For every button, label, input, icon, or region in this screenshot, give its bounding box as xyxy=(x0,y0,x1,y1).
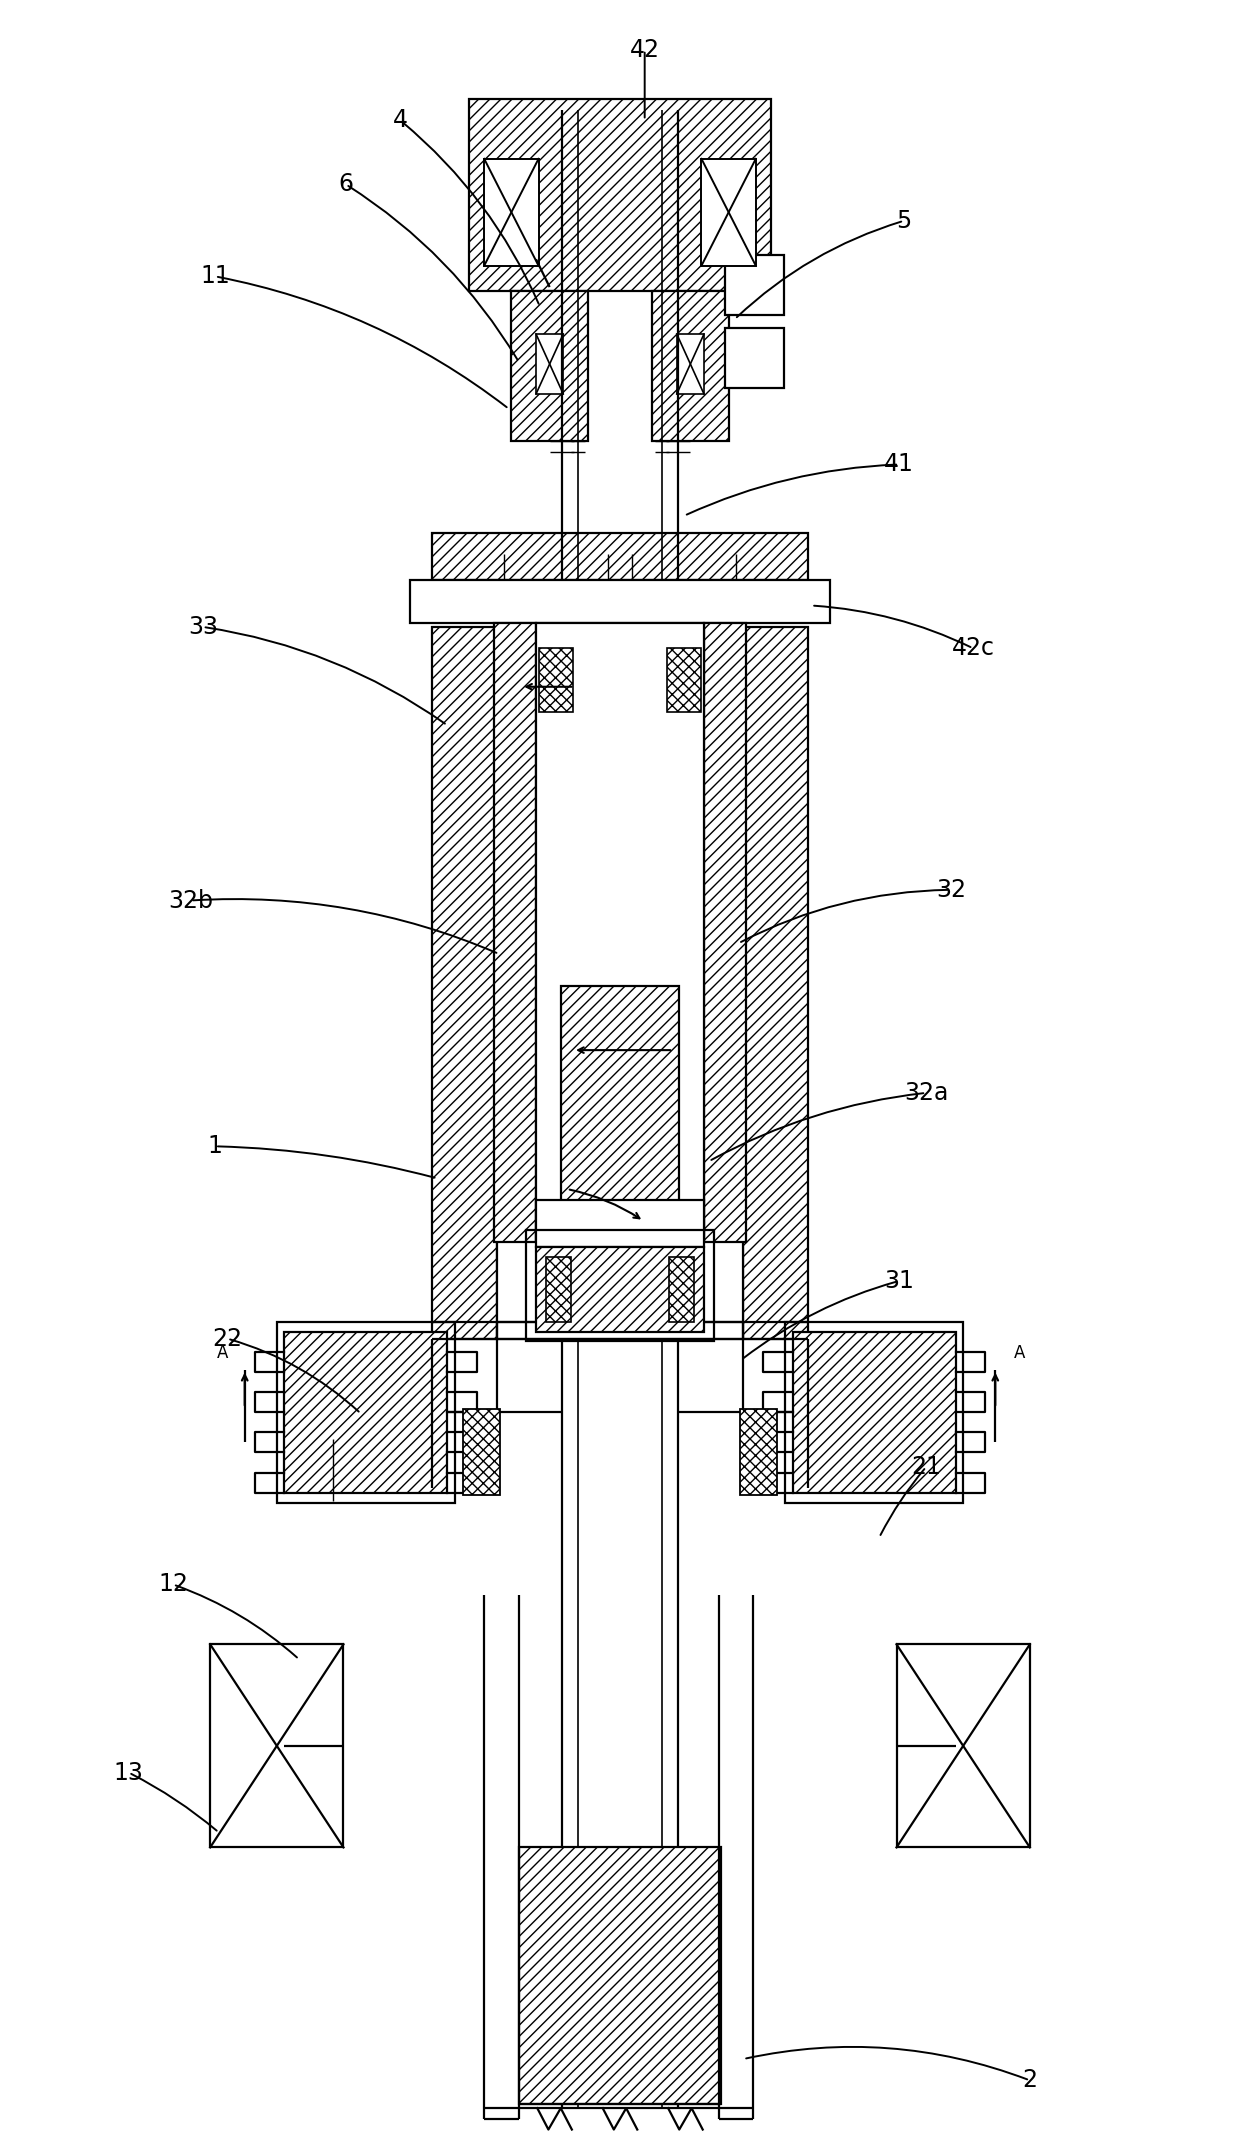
Bar xyxy=(667,649,702,711)
Bar xyxy=(497,628,743,1339)
Bar xyxy=(433,628,497,1339)
Text: 32b: 32b xyxy=(167,889,213,913)
Bar xyxy=(785,1322,963,1502)
Text: 12: 12 xyxy=(159,1573,188,1597)
Text: A: A xyxy=(1014,1344,1025,1361)
Text: 2: 2 xyxy=(1022,2068,1038,2092)
Bar xyxy=(538,649,573,711)
Text: 6: 6 xyxy=(339,171,353,197)
Bar xyxy=(494,624,536,1243)
Text: 4: 4 xyxy=(393,109,408,133)
Bar xyxy=(652,291,729,441)
Bar xyxy=(536,624,704,1243)
Text: 13: 13 xyxy=(114,1762,144,1785)
Bar xyxy=(536,1200,704,1247)
Text: 42: 42 xyxy=(630,39,660,62)
Bar xyxy=(560,986,680,1243)
Bar xyxy=(897,1644,1030,1847)
Text: 22: 22 xyxy=(212,1327,243,1350)
Text: 41: 41 xyxy=(884,452,914,476)
Bar xyxy=(284,1333,448,1492)
Bar xyxy=(536,1247,704,1333)
Bar xyxy=(702,159,756,266)
Text: 1: 1 xyxy=(207,1134,222,1159)
Text: 31: 31 xyxy=(884,1269,914,1292)
Bar xyxy=(410,581,830,624)
Text: A: A xyxy=(217,1344,228,1361)
Bar xyxy=(511,291,588,441)
Bar xyxy=(725,255,784,315)
Bar xyxy=(518,1847,722,2104)
Bar xyxy=(546,1258,570,1322)
Text: 32: 32 xyxy=(936,879,966,902)
Bar xyxy=(725,328,784,388)
Bar xyxy=(704,624,746,1243)
Bar xyxy=(743,628,807,1339)
Bar xyxy=(277,1322,455,1502)
Bar xyxy=(677,334,704,394)
Text: 5: 5 xyxy=(897,208,911,234)
Text: 21: 21 xyxy=(911,1455,941,1479)
Bar xyxy=(433,534,807,581)
Bar xyxy=(792,1333,956,1492)
Bar xyxy=(740,1410,776,1494)
Bar xyxy=(470,99,770,291)
Text: 32a: 32a xyxy=(904,1080,949,1106)
Bar xyxy=(670,1258,694,1322)
Text: 42c: 42c xyxy=(951,636,994,660)
Bar xyxy=(536,334,563,394)
Bar xyxy=(526,1230,714,1342)
Bar xyxy=(210,1644,343,1847)
Text: 11: 11 xyxy=(200,264,229,289)
Bar xyxy=(484,159,538,266)
Text: 33: 33 xyxy=(187,615,218,639)
Bar xyxy=(464,1410,500,1494)
